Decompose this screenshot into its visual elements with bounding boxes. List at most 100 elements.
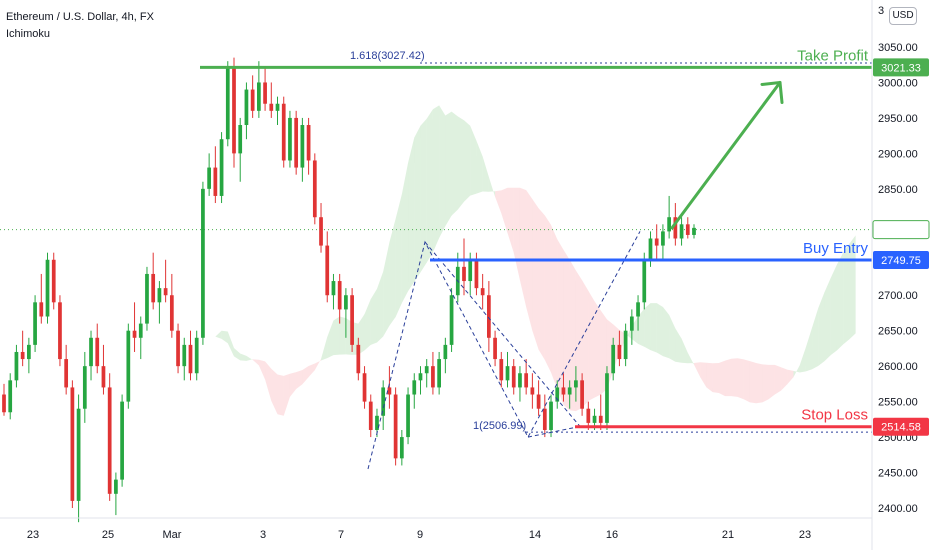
candle-body — [325, 245, 330, 296]
cloud-segment — [513, 187, 520, 281]
candle-body — [661, 231, 665, 246]
candle-body — [542, 408, 547, 430]
candle-body — [555, 387, 560, 402]
candle-body — [114, 479, 118, 494]
cloud-segment — [457, 116, 464, 210]
time-tick: 9 — [417, 529, 423, 541]
candle-body — [586, 408, 591, 423]
candle — [431, 351, 435, 395]
cloud-segment — [582, 280, 589, 408]
candle-body — [145, 273, 149, 324]
cloud-segment — [408, 137, 415, 292]
time-tick: 14 — [529, 529, 541, 541]
candle-body — [431, 366, 435, 388]
candle — [536, 380, 541, 416]
candle — [598, 394, 603, 430]
candle-body — [462, 266, 466, 282]
candle — [561, 373, 566, 402]
candle-body — [679, 224, 684, 239]
candle — [151, 252, 156, 310]
cloud-segment — [171, 381, 179, 397]
cloud-segment — [557, 239, 564, 405]
candle-body — [418, 373, 423, 381]
candle — [487, 281, 491, 352]
candle — [182, 337, 187, 381]
candle — [138, 316, 143, 360]
candle-body — [101, 366, 106, 388]
cloud-segment — [501, 187, 508, 233]
candle — [219, 132, 224, 204]
cloud-segment — [793, 365, 800, 378]
candle-body — [263, 82, 267, 104]
candle — [350, 288, 354, 352]
candle — [201, 181, 205, 345]
candle-body — [648, 238, 653, 260]
cloud-segment — [706, 362, 713, 393]
candle-body — [194, 337, 199, 374]
candle — [2, 383, 6, 416]
candle-body — [163, 288, 168, 296]
candle — [244, 82, 249, 140]
cloud-segment — [650, 303, 657, 353]
candle — [337, 273, 342, 324]
candle — [574, 366, 578, 402]
candle-body — [219, 139, 224, 196]
candle — [169, 273, 174, 338]
cloud-segment — [308, 363, 315, 378]
candle — [58, 295, 62, 367]
candle-body — [605, 373, 609, 423]
cloud-segment — [569, 259, 576, 412]
candle-body — [281, 103, 286, 161]
price-axis[interactable]: 2400.002450.002500.002550.002600.002650.… — [871, 0, 918, 550]
candle — [387, 366, 392, 409]
candle — [64, 344, 69, 395]
cloud-segment — [252, 359, 259, 366]
candle — [555, 380, 560, 409]
candle — [114, 472, 118, 516]
candle-body — [561, 387, 566, 395]
trade-levels: Take Profit Buy Entry Stop Loss — [200, 47, 872, 429]
cloud-segment — [445, 111, 452, 227]
cloud-segment — [737, 358, 744, 400]
candle — [462, 238, 466, 296]
candle-body — [642, 259, 647, 303]
candle — [95, 323, 100, 374]
cloud-segment — [283, 373, 290, 416]
price-tick: 2400.00 — [878, 503, 918, 515]
time-tick: 16 — [606, 529, 618, 541]
candle — [70, 380, 75, 508]
price-tick: 2450.00 — [878, 468, 918, 480]
candle-body — [39, 302, 44, 317]
candle — [399, 429, 404, 466]
time-axis[interactable]: 23 25 Mar 3 7 9 14 16 21 23 — [0, 517, 872, 541]
indicator-label[interactable]: Ichimoku — [6, 28, 51, 40]
price-label-text: 3021.33 — [881, 62, 921, 74]
level-label-take-profit: Take Profit — [797, 47, 869, 64]
currency-button[interactable]: USD — [889, 7, 917, 25]
cloud-segment — [289, 372, 297, 397]
cloud-segment — [221, 330, 228, 344]
cloud-segment — [470, 125, 477, 196]
candle-body — [437, 359, 441, 388]
candle — [207, 153, 211, 196]
cloud-segment — [681, 338, 688, 364]
candle-body — [2, 394, 6, 413]
candle-body — [511, 366, 516, 388]
price-labels: 3021.33 2792.55 2749.75 2514.58 — [872, 58, 930, 436]
cloud-segment — [296, 370, 303, 390]
candle — [654, 224, 659, 260]
cloud-segment — [271, 368, 278, 415]
cloud-segment — [314, 359, 322, 371]
cloud-segment — [718, 360, 726, 397]
candle-body — [480, 288, 485, 296]
cloud-segment — [389, 218, 396, 326]
cloud-segment — [675, 328, 682, 363]
cloud-segment — [743, 359, 750, 403]
candle-body — [232, 68, 236, 154]
candle — [636, 295, 640, 331]
candle — [51, 252, 56, 310]
candle — [623, 323, 628, 367]
price-tick: 2650.00 — [878, 326, 918, 338]
candle — [437, 351, 441, 395]
